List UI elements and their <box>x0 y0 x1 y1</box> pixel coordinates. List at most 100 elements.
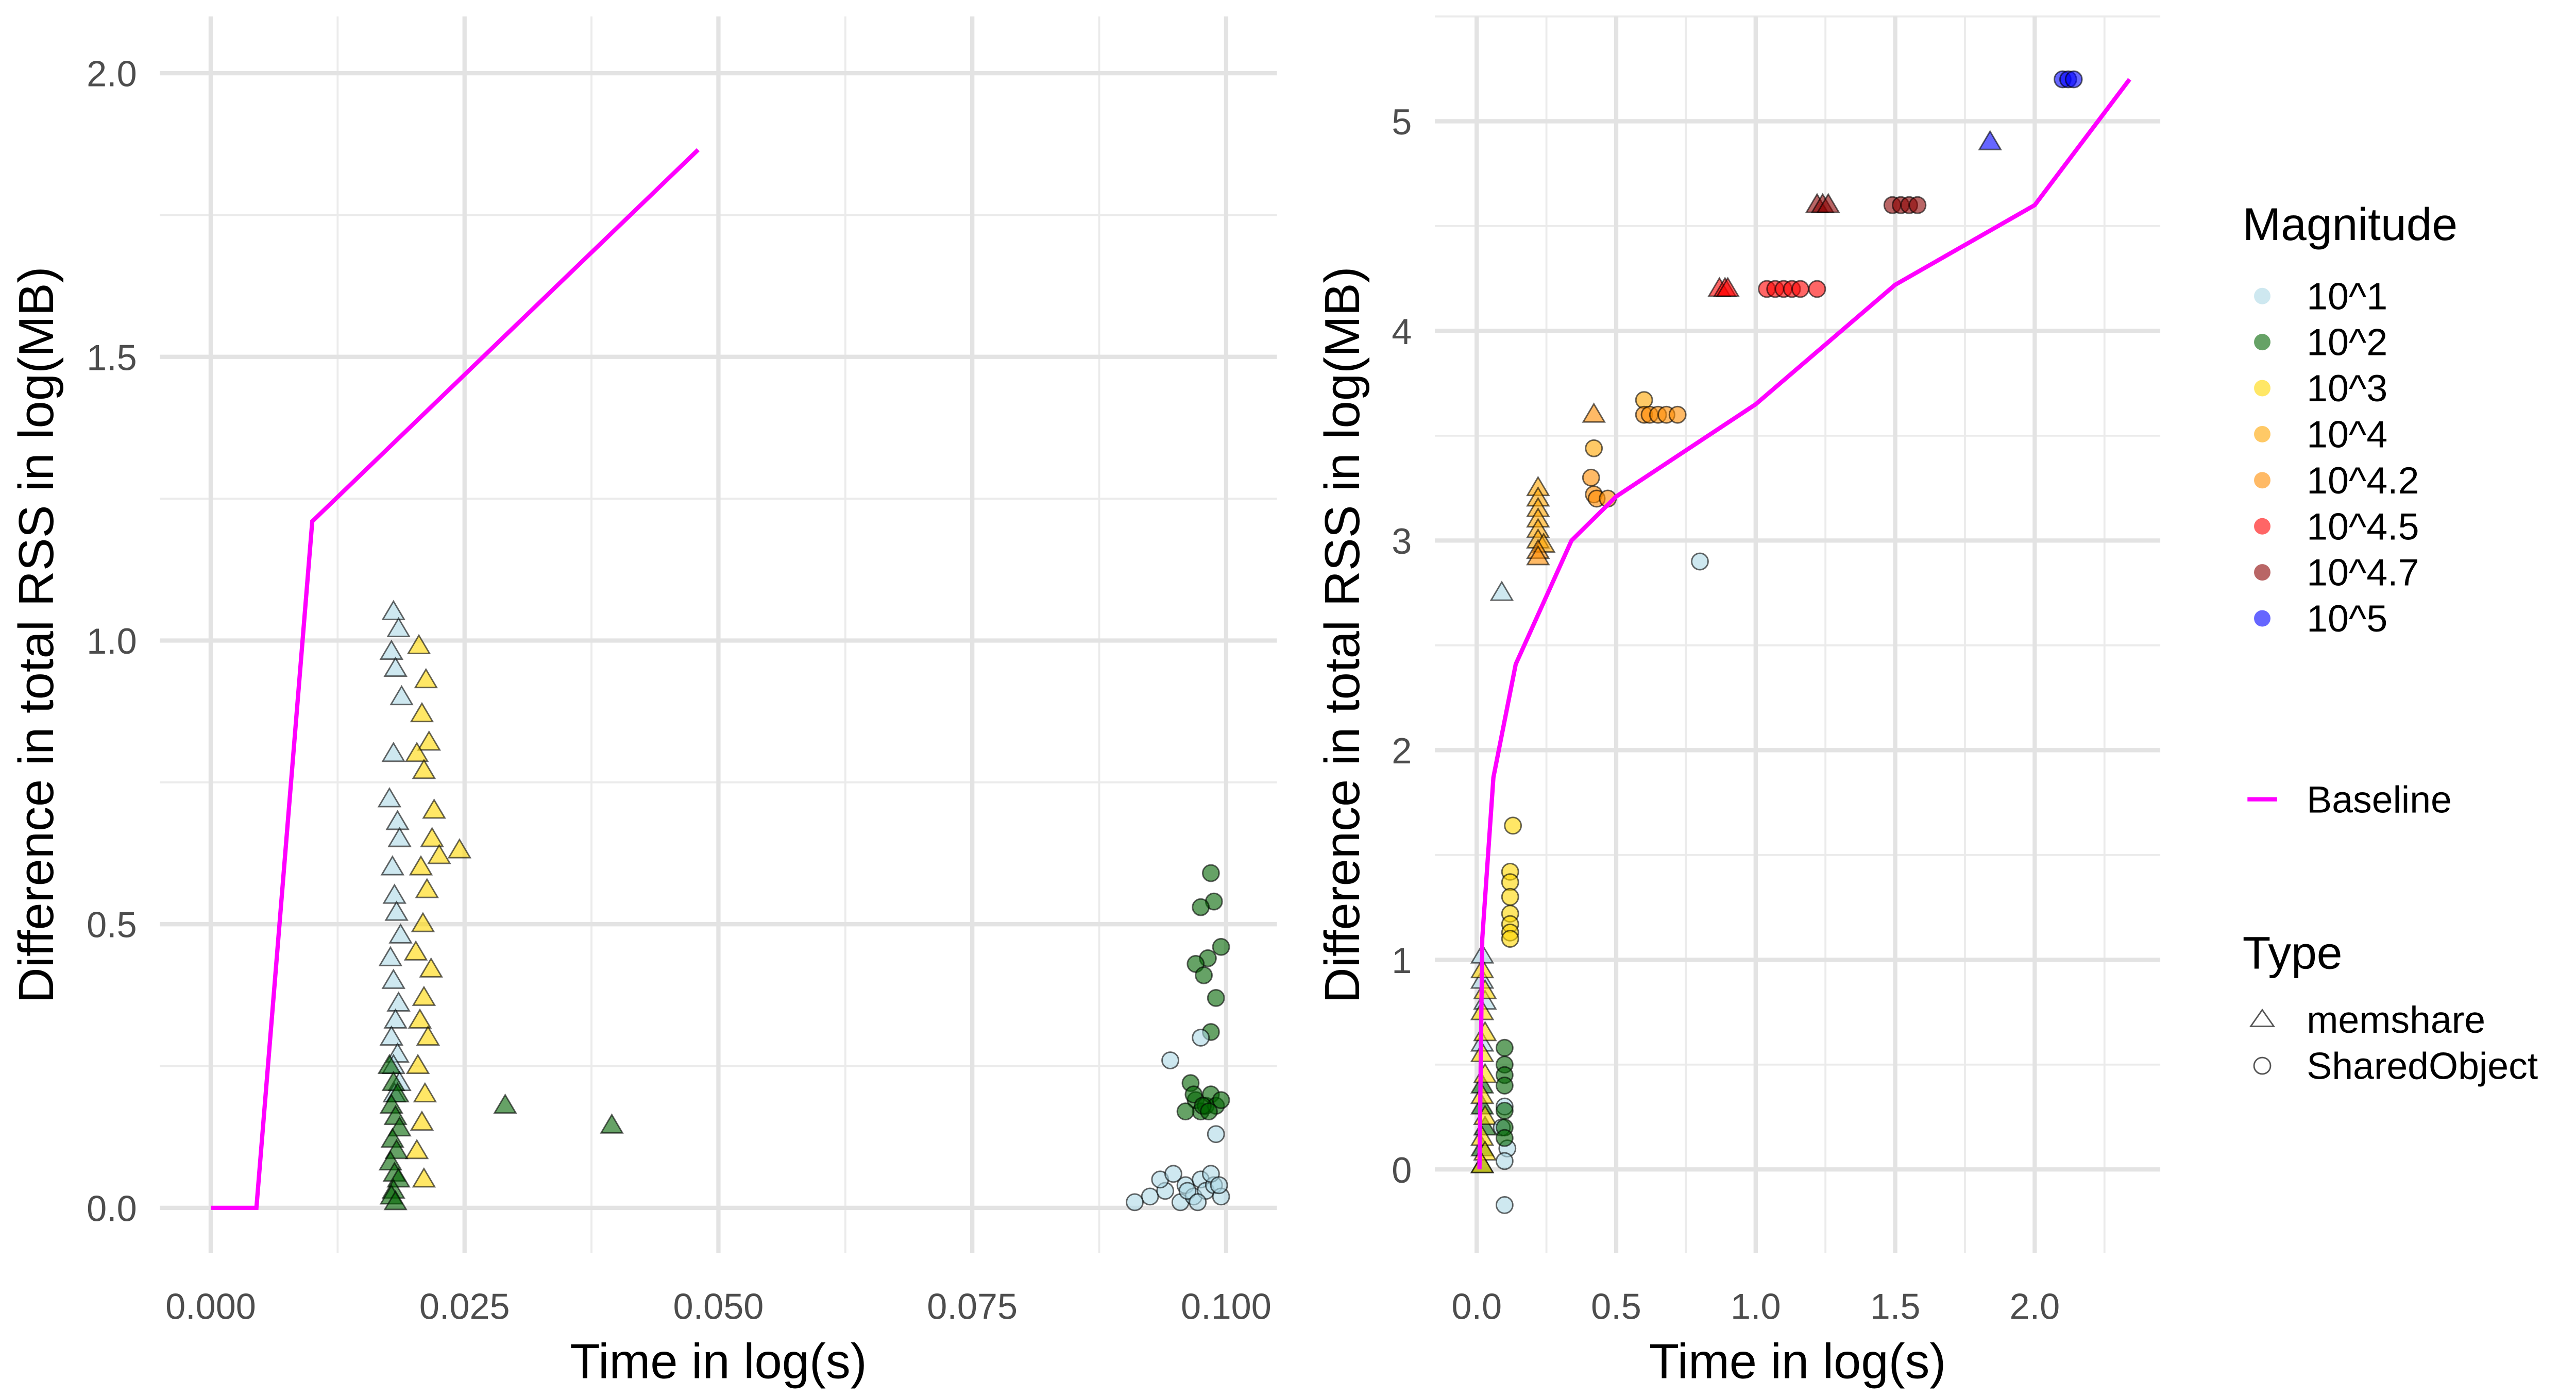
sharedobject-point <box>1504 816 1522 835</box>
memshare-point <box>412 985 436 1006</box>
legend-magnitude-label: 10^1 <box>2307 275 2387 317</box>
memshare-point <box>377 787 402 808</box>
x-tick-label: 0.0 <box>1451 1286 1502 1327</box>
legend-magnitude-key <box>2254 564 2270 581</box>
legend-type-label: SharedObject <box>2307 1045 2538 1087</box>
legend-magnitude-key <box>2254 287 2270 304</box>
sharedobject-point <box>1126 1193 1144 1212</box>
legend-magnitude-label: 10^2 <box>2307 321 2387 364</box>
sharedobject-point <box>1495 1152 1514 1170</box>
legend: Magnitude10^110^210^310^410^4.210^4.510^… <box>2243 198 2538 1087</box>
baseline-line <box>1477 78 2131 1170</box>
sharedobject-point <box>1501 930 1519 948</box>
left-panel: 0.000 0.025 0.050 0.075 0.100 0.0 0.5 1.0 1.5 2.0… <box>9 16 1277 1389</box>
sharedobject-point <box>2064 70 2083 89</box>
memshare-point <box>381 741 406 762</box>
memshare-point <box>405 1053 430 1075</box>
legend-magnitude-label: 10^4 <box>2307 413 2387 455</box>
memshare-point <box>382 883 407 904</box>
memshare-point <box>600 1113 624 1134</box>
y-axis-title: Difference in total RSS in log(MB) <box>1315 266 1370 1003</box>
x-tick-label: 1.0 <box>1731 1286 1781 1327</box>
sharedobject-point <box>1585 439 1603 457</box>
y-tick-label: 3 <box>1392 521 1412 561</box>
x-tick-label: 0.5 <box>1591 1286 1641 1327</box>
memshare-point <box>416 1025 440 1046</box>
memshare-point <box>409 855 433 876</box>
memshare-point <box>379 1025 404 1046</box>
memshare-point <box>383 1008 408 1029</box>
y-tick-label: 1 <box>1392 940 1412 981</box>
memshare-point <box>422 798 446 819</box>
memshare-point <box>1526 545 1550 566</box>
baseline-line <box>210 148 700 1211</box>
memshare-point <box>1716 277 1740 297</box>
sharedobject-point <box>1178 1182 1197 1200</box>
sharedobject-point <box>1495 1038 1514 1057</box>
x-tick-label: 0.050 <box>673 1286 764 1327</box>
circle-icon <box>2253 1056 2272 1075</box>
memshare-point <box>404 741 429 762</box>
sharedobject-point <box>1495 1196 1514 1214</box>
memshare-point <box>377 1053 402 1075</box>
y-tick-label: 4 <box>1392 311 1412 352</box>
sharedobject-point <box>1207 988 1225 1007</box>
sharedobject-point <box>1908 196 1927 214</box>
sharedobject-point <box>1161 1051 1179 1069</box>
memshare-point <box>410 1110 434 1131</box>
memshare-point <box>412 758 436 779</box>
x-tick-label: 0.075 <box>927 1286 1018 1327</box>
legend-magnitude-label: 10^4.7 <box>2307 552 2419 594</box>
x-axis-title: Time in log(s) <box>1649 1334 1946 1389</box>
y-tick-label: 2.0 <box>87 54 137 94</box>
x-tick-label: 0.025 <box>419 1286 510 1327</box>
right-panel: 0.0 0.5 1.0 1.5 2.0 0 1 2 3 4 5 Time in log(s) Diffe… <box>1315 15 2161 1389</box>
legend-magnitude-label: 10^4.2 <box>2307 459 2419 502</box>
legend-magnitude-title: Magnitude <box>2243 198 2458 250</box>
triangle-icon <box>2249 1008 2276 1027</box>
y-tick-label: 1.5 <box>87 337 137 378</box>
memshare-point <box>386 991 411 1012</box>
sharedobject-point <box>1207 1125 1225 1144</box>
legend-magnitude-key <box>2254 472 2270 489</box>
sharedobject-point <box>1668 405 1687 424</box>
memshare-point <box>378 946 403 966</box>
memshare-point <box>379 639 404 660</box>
sharedobject-point <box>1164 1165 1182 1183</box>
sharedobject-point <box>1176 1102 1195 1121</box>
memshare-point <box>381 968 406 989</box>
memshare-point <box>427 844 451 864</box>
memshare-point <box>1978 130 2002 150</box>
memshare-point <box>380 855 405 876</box>
memshare-point <box>403 940 428 961</box>
sharedobject-point <box>1808 280 1826 298</box>
memshare-point <box>1582 402 1606 423</box>
legend-magnitude-label: 10^4.5 <box>2307 505 2419 548</box>
sharedobject-point <box>1192 1029 1210 1047</box>
x-tick-label: 2.0 <box>2010 1286 2060 1327</box>
memshare-point <box>388 923 413 944</box>
memshare-point <box>383 1189 408 1211</box>
memshare-point <box>384 900 409 921</box>
memshare-point <box>387 827 412 847</box>
x-axis-title: Time in log(s) <box>570 1334 867 1389</box>
sharedobject-point <box>1200 1102 1218 1121</box>
x-tick-label: 1.5 <box>1870 1286 1921 1327</box>
memshare-point <box>408 1008 432 1029</box>
legend-type-title: Type <box>2243 927 2343 979</box>
memshare-point <box>389 685 414 706</box>
sharedobject-point <box>1495 1129 1514 1147</box>
sharedobject-point <box>1192 898 1210 916</box>
memshare-point <box>415 878 439 898</box>
legend-magnitude-key <box>2254 610 2270 627</box>
memshare-point <box>404 1138 429 1160</box>
legend-magnitude-key <box>2254 334 2270 351</box>
sharedobject-point <box>1495 1101 1514 1120</box>
memshare-point <box>383 656 408 677</box>
sharedobject-point <box>1141 1187 1159 1206</box>
y-tick-label: 5 <box>1392 101 1412 142</box>
memshare-point <box>385 810 410 830</box>
memshare-point <box>406 634 431 654</box>
sharedobject-point <box>1212 1091 1230 1110</box>
memshare-point <box>413 1082 437 1103</box>
